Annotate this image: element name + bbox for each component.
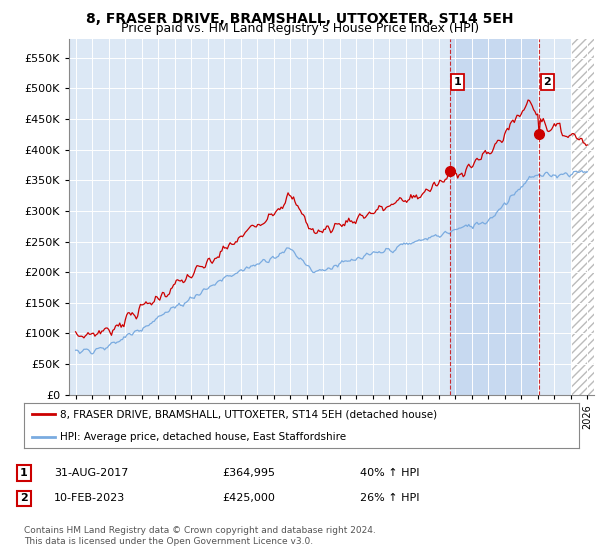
Text: 2: 2: [544, 77, 551, 87]
Text: £364,995: £364,995: [222, 468, 275, 478]
Text: Contains HM Land Registry data © Crown copyright and database right 2024.
This d: Contains HM Land Registry data © Crown c…: [24, 526, 376, 546]
Bar: [450, 39, 539, 395]
Text: £425,000: £425,000: [222, 493, 275, 503]
Text: 10-FEB-2023: 10-FEB-2023: [54, 493, 125, 503]
Text: 31-AUG-2017: 31-AUG-2017: [54, 468, 128, 478]
Text: 8, FRASER DRIVE, BRAMSHALL, UTTOXETER, ST14 5EH: 8, FRASER DRIVE, BRAMSHALL, UTTOXETER, S…: [86, 12, 514, 26]
Text: 1: 1: [454, 77, 462, 87]
Text: HPI: Average price, detached house, East Staffordshire: HPI: Average price, detached house, East…: [60, 432, 346, 442]
Text: 26% ↑ HPI: 26% ↑ HPI: [360, 493, 419, 503]
Bar: [571, 39, 596, 395]
Text: 40% ↑ HPI: 40% ↑ HPI: [360, 468, 419, 478]
Text: 8, FRASER DRIVE, BRAMSHALL, UTTOXETER, ST14 5EH (detached house): 8, FRASER DRIVE, BRAMSHALL, UTTOXETER, S…: [60, 409, 437, 419]
Text: 1: 1: [20, 468, 28, 478]
Text: Price paid vs. HM Land Registry's House Price Index (HPI): Price paid vs. HM Land Registry's House …: [121, 22, 479, 35]
Text: 2: 2: [20, 493, 28, 503]
